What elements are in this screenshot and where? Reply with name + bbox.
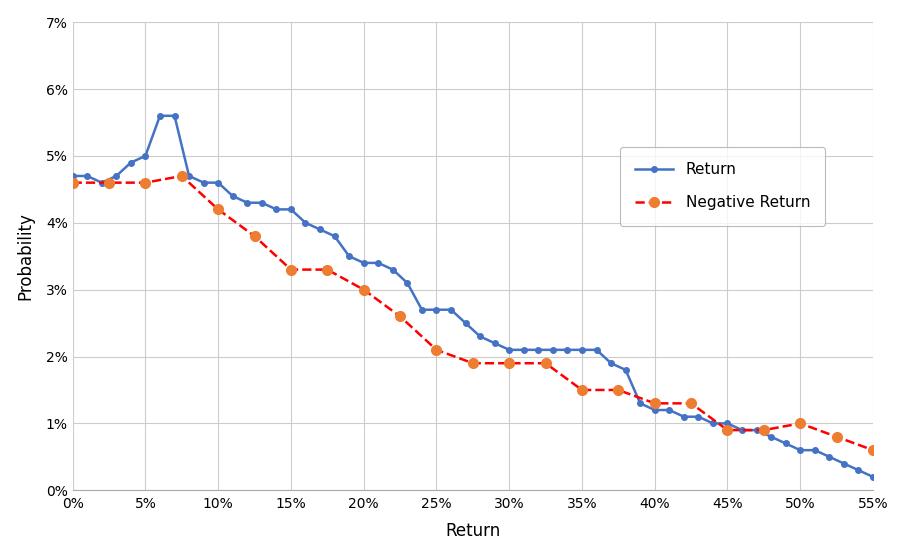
Negative Return [67, 179, 78, 186]
Negative Return [431, 346, 442, 353]
Negative Return [176, 173, 187, 179]
Negative Return [395, 313, 405, 320]
Negative Return [504, 360, 515, 367]
Return [605, 360, 616, 367]
Negative Return [249, 233, 260, 240]
Return [533, 346, 544, 353]
Negative Return [103, 179, 114, 186]
Negative Return [576, 387, 587, 393]
Negative Return [831, 433, 842, 440]
Return [868, 473, 879, 480]
Negative Return [140, 179, 151, 186]
Legend: Return, Negative Return: Return, Negative Return [620, 147, 825, 226]
Negative Return [322, 266, 333, 273]
Y-axis label: Probability: Probability [16, 212, 34, 300]
Return [155, 113, 166, 119]
Negative Return [213, 206, 224, 213]
Negative Return [358, 286, 369, 293]
Negative Return [285, 266, 296, 273]
Negative Return [649, 400, 660, 407]
Return [81, 173, 92, 179]
Negative Return [467, 360, 478, 367]
Line: Return: Return [70, 113, 876, 480]
Return [67, 173, 78, 179]
Return [576, 346, 587, 353]
Return [693, 413, 704, 420]
X-axis label: Return: Return [445, 522, 500, 540]
Line: Negative Return: Negative Return [68, 171, 878, 455]
Negative Return [868, 447, 879, 453]
Negative Return [722, 427, 733, 433]
Negative Return [795, 420, 805, 427]
Negative Return [686, 400, 697, 407]
Return [373, 260, 384, 266]
Negative Return [758, 427, 769, 433]
Negative Return [540, 360, 551, 367]
Negative Return [613, 387, 624, 393]
